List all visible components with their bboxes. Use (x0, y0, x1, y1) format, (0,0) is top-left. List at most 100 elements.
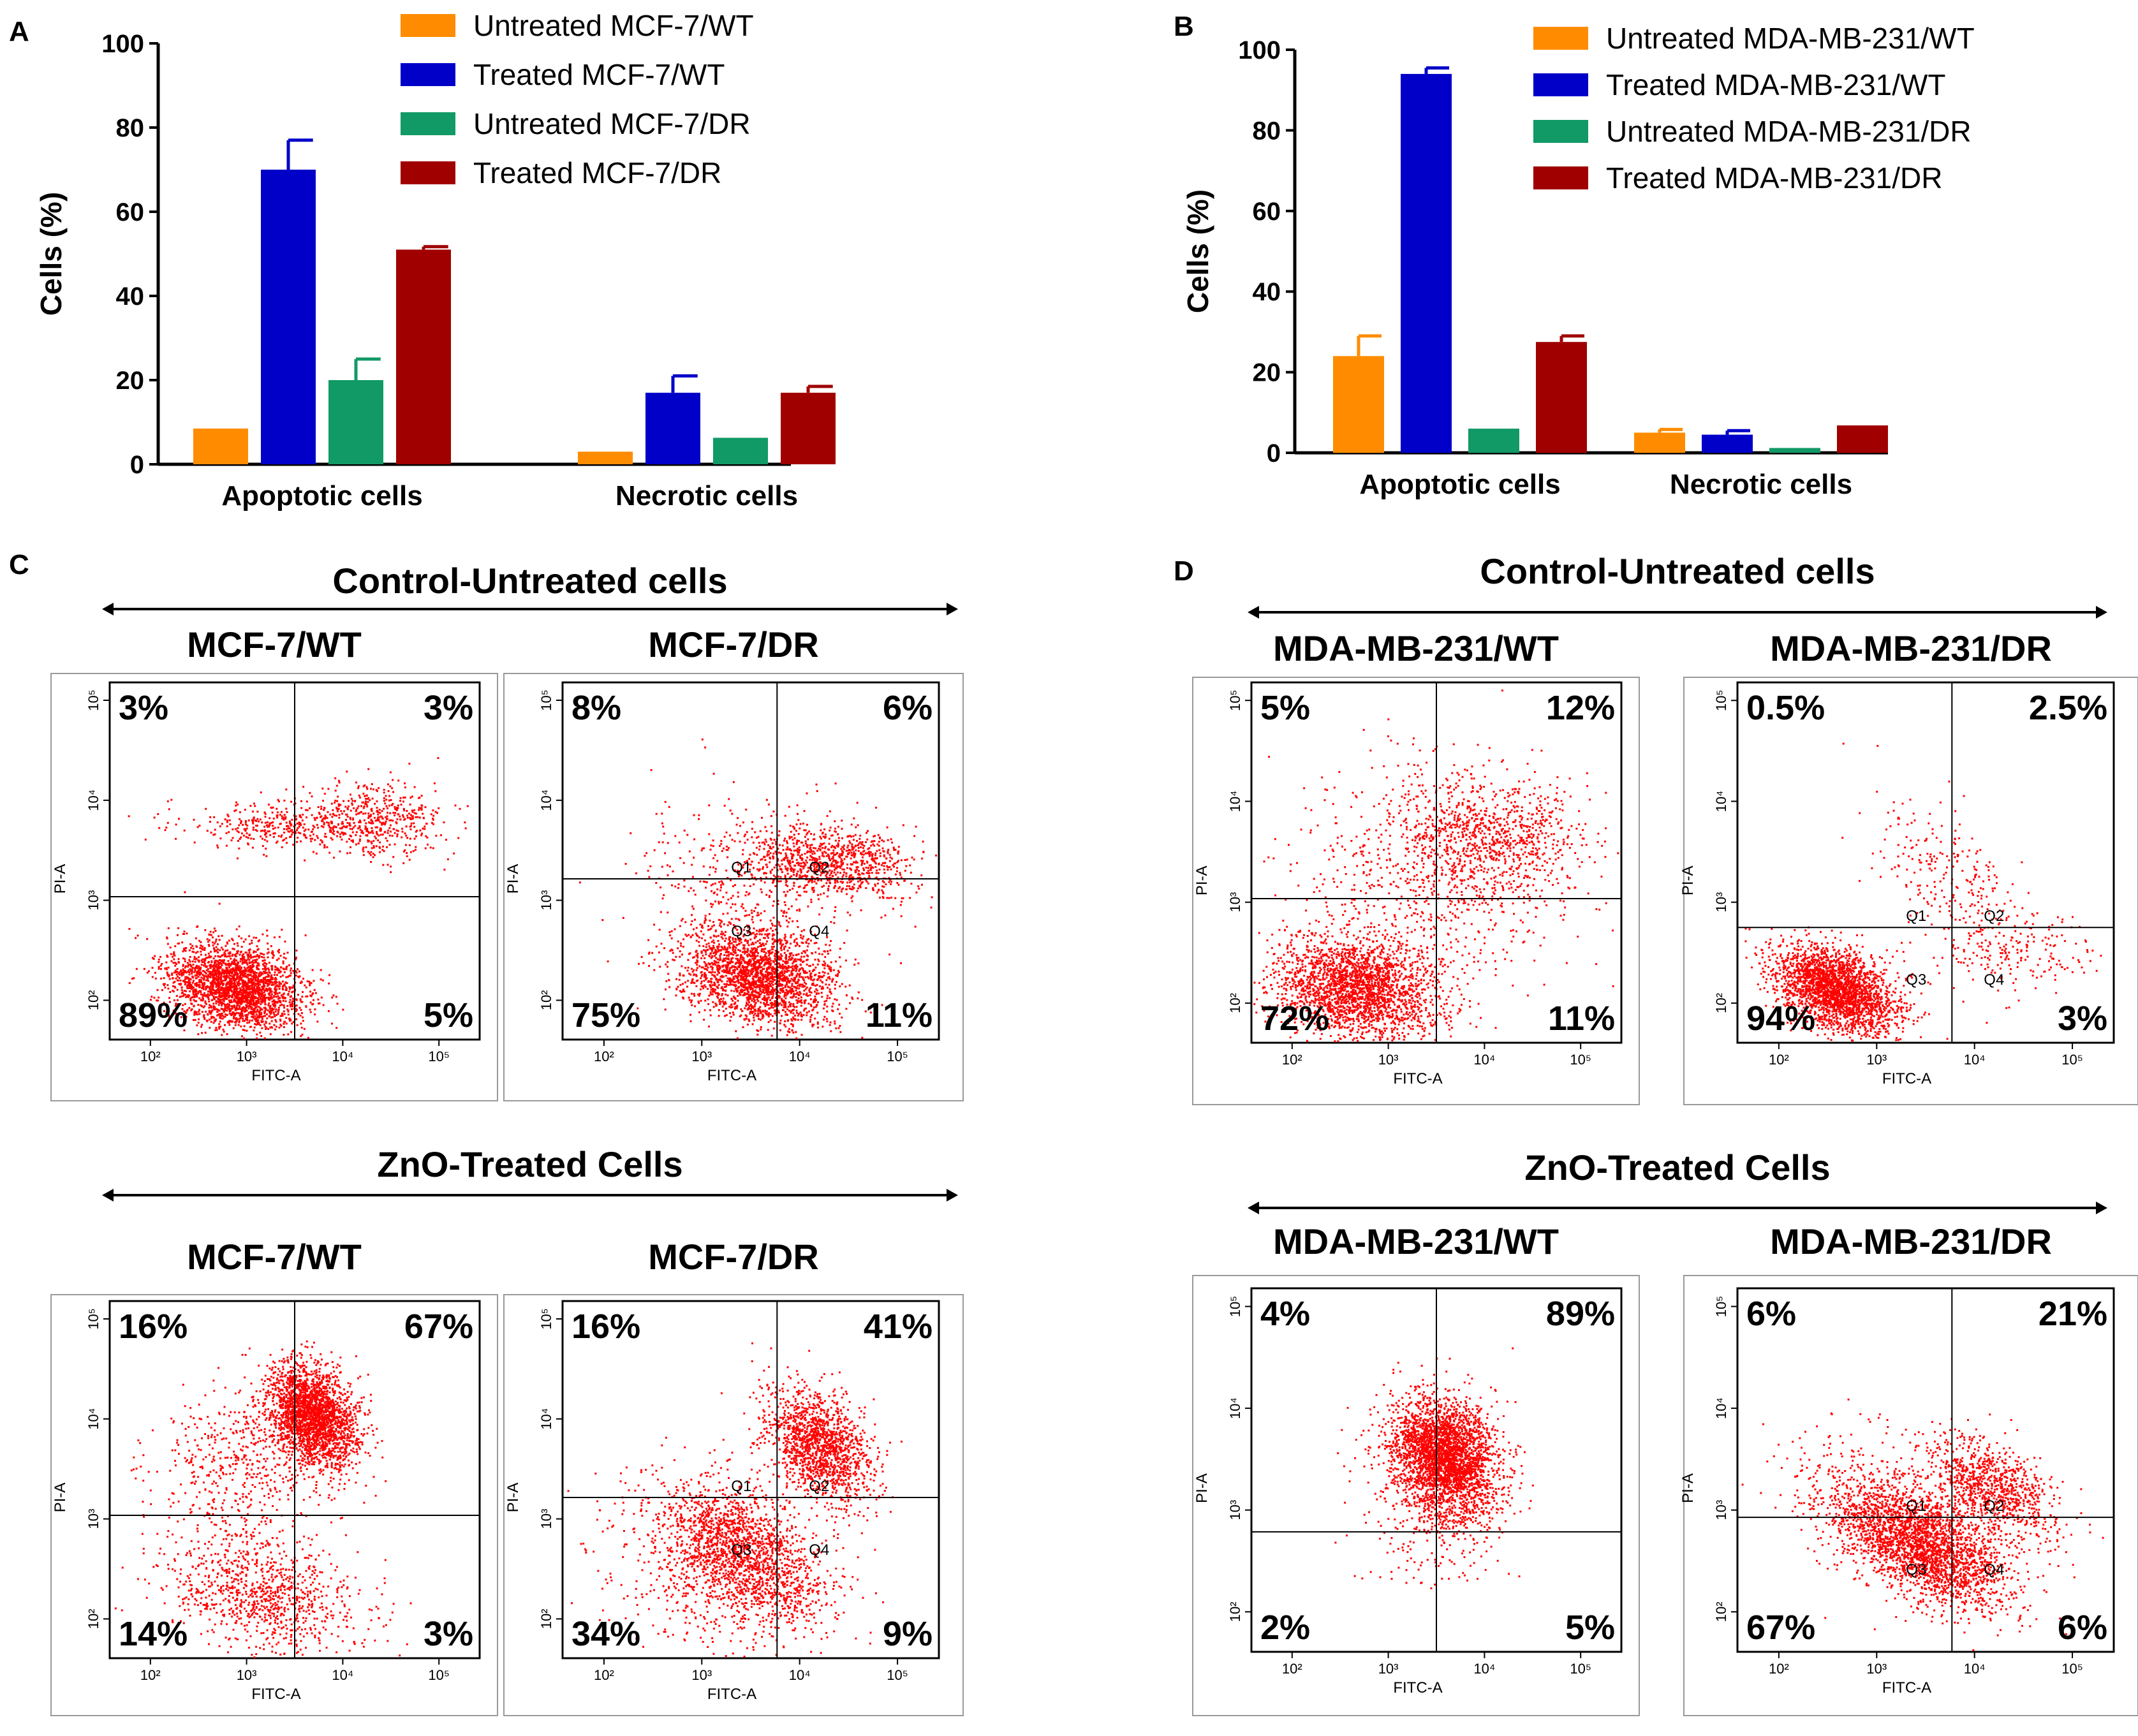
event-dot (274, 981, 276, 983)
event-dot (743, 1018, 746, 1020)
event-dot (213, 927, 216, 930)
event-dot (233, 977, 236, 980)
event-dot (389, 771, 392, 774)
event-dot (216, 943, 219, 946)
event-dot (744, 939, 747, 941)
event-dot (220, 1015, 222, 1017)
event-dot (227, 955, 230, 957)
event-dot (240, 836, 242, 839)
event-dot (761, 982, 763, 985)
event-dot (827, 964, 829, 967)
event-dot (287, 1013, 290, 1016)
event-dot (372, 840, 375, 842)
event-dot (216, 844, 219, 847)
event-dot (266, 824, 269, 827)
event-dot (161, 989, 163, 991)
event-dot (264, 972, 266, 975)
event-dot (815, 992, 818, 994)
y-tick-label: 40 (116, 283, 145, 311)
event-dot (270, 1020, 273, 1022)
event-dot (386, 818, 388, 820)
event-dot (163, 977, 165, 980)
event-dot (184, 958, 186, 960)
event-dot (401, 836, 403, 839)
event-dot (814, 996, 816, 997)
event-dot (265, 848, 267, 850)
event-dot (207, 956, 210, 959)
event-dot (234, 1021, 237, 1024)
event-dot (364, 803, 367, 805)
event-dot (210, 1006, 212, 1008)
event-dot (326, 821, 328, 823)
event-dot (262, 1015, 265, 1018)
event-dot (189, 943, 192, 945)
event-dot (227, 995, 230, 997)
bar (578, 452, 633, 464)
event-dot (195, 1000, 198, 1003)
event-dot (355, 781, 357, 784)
event-dot (738, 986, 741, 988)
event-dot (224, 1006, 226, 1008)
event-dot (308, 980, 311, 983)
event-dot (402, 807, 405, 810)
event-dot (228, 955, 231, 957)
event-dot (807, 977, 810, 980)
event-dot (415, 816, 417, 818)
event-dot (742, 959, 745, 962)
event-dot (277, 967, 279, 970)
event-dot (311, 993, 314, 996)
event-dot (228, 996, 230, 999)
event-dot (693, 974, 695, 976)
event-dot (212, 931, 215, 934)
event-dot (287, 827, 290, 830)
event-dot (660, 911, 662, 913)
event-dot (232, 1020, 233, 1022)
event-dot (742, 983, 744, 985)
legend-swatch (1533, 27, 1588, 50)
event-dot (272, 995, 275, 997)
event-dot (748, 962, 751, 965)
event-dot (214, 828, 216, 831)
event-dot (827, 973, 829, 975)
event-dot (233, 948, 235, 950)
event-dot (215, 985, 217, 988)
event-dot (309, 807, 311, 809)
event-dot (258, 1017, 260, 1019)
event-dot (839, 1025, 841, 1027)
event-dot (762, 978, 765, 981)
event-dot (197, 1010, 200, 1013)
event-dot (746, 999, 749, 1001)
event-dot (785, 971, 787, 973)
event-dot (825, 979, 828, 982)
event-dot (204, 929, 207, 931)
event-dot (835, 981, 837, 983)
event-dot (242, 992, 244, 994)
event-dot (750, 965, 753, 967)
event-dot (266, 934, 269, 937)
event-dot (737, 973, 739, 975)
event-dot (679, 972, 681, 975)
event-dot (732, 957, 734, 959)
event-dot (422, 816, 425, 819)
event-dot (248, 935, 251, 938)
event-dot (215, 1019, 217, 1021)
event-dot (276, 988, 278, 990)
event-dot (261, 953, 263, 955)
event-dot (256, 1020, 259, 1023)
event-dot (704, 984, 706, 987)
event-dot (396, 833, 399, 835)
event-dot (270, 1016, 273, 1019)
event-dot (380, 815, 382, 818)
event-dot (173, 954, 176, 957)
event-dot (793, 976, 795, 979)
event-dot (738, 939, 741, 942)
event-dot (212, 1005, 215, 1008)
event-dot (704, 985, 707, 988)
event-dot (217, 971, 219, 973)
event-dot (210, 934, 212, 936)
event-dot (331, 816, 334, 818)
event-dot (358, 825, 361, 827)
event-dot (723, 954, 726, 956)
event-dot (376, 819, 378, 821)
event-dot (798, 976, 800, 978)
